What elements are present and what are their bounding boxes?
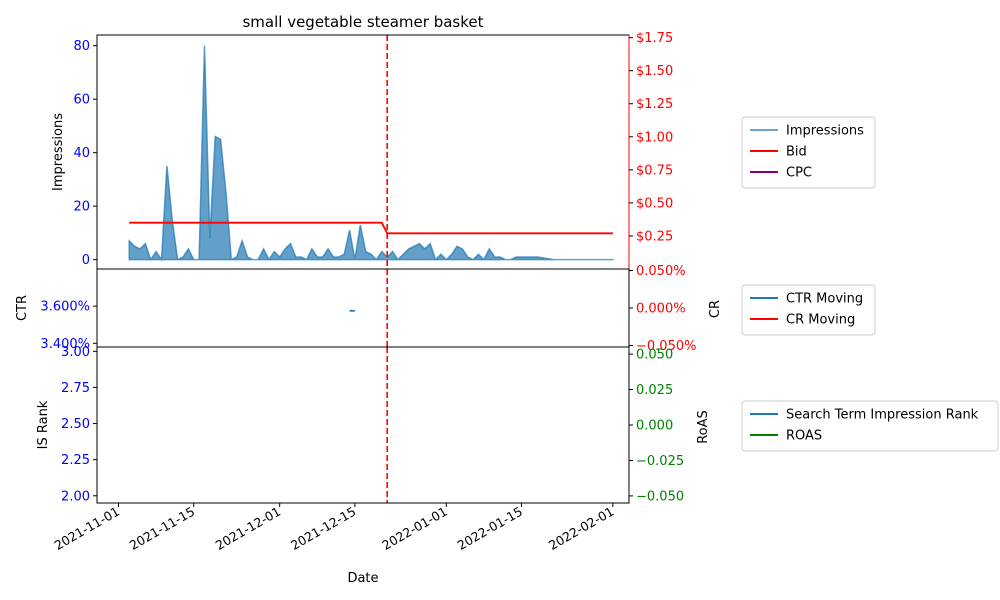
left-tick-label: 60 <box>73 93 90 108</box>
series-bid-line <box>129 221 613 235</box>
right-tick-label: 0.000% <box>636 302 686 317</box>
left-tick-label: 2.00 <box>61 489 90 504</box>
legend-label: CPC <box>786 166 812 181</box>
left-tick-label: 3.600% <box>40 300 90 315</box>
left-tick-label: 2.50 <box>61 417 90 432</box>
left-tick-label: 2.75 <box>61 381 90 396</box>
series-impressions-area <box>128 45 615 262</box>
x-tick-label: 2022-02-01 <box>546 504 616 553</box>
right-tick-label: $0.75 <box>636 163 673 178</box>
right-tick-label: 0.050% <box>636 264 686 279</box>
left-tick-label: 3.00 <box>61 345 90 360</box>
right-tick-label: $1.50 <box>636 64 673 79</box>
left-tick-label: 80 <box>73 39 90 54</box>
legend-box <box>741 400 999 452</box>
legend-box <box>741 116 876 189</box>
x-tick-label: 2021-12-15 <box>288 504 358 553</box>
right-tick-label: 0.050 <box>636 348 673 363</box>
right-tick-label: −0.025 <box>636 454 684 469</box>
legends: Impressions Bid CPC CTR Moving CR Moving Sear… <box>741 116 999 452</box>
right-axis-label: CR <box>708 300 723 318</box>
legend-label: Impressions <box>786 124 864 139</box>
x-axis-label: Date <box>347 571 378 586</box>
left-tick-label: 2.25 <box>61 453 90 468</box>
legend-label: CR Moving <box>786 313 855 328</box>
left-axis-label: Impressions <box>51 113 66 191</box>
left-tick-label: 40 <box>73 146 90 161</box>
panel-ctr-cr: 3.600% 3.400% 0.050% 0.000% −0.050% CTR CR <box>15 264 723 354</box>
legend-label: ROAS <box>786 429 822 444</box>
legend-label: CTR Moving <box>786 292 863 307</box>
right-tick-label: −0.050% <box>636 339 696 354</box>
x-tick-label: 2022-01-01 <box>379 504 449 553</box>
chart-title: small vegetable steamer basket <box>242 13 483 31</box>
legend-label: Bid <box>786 145 807 160</box>
right-tick-label: $0.50 <box>636 196 673 211</box>
left-tick-label: 3.400% <box>40 337 90 352</box>
x-tick-label: 2022-01-15 <box>455 504 525 553</box>
right-tick-label: $0.25 <box>636 229 673 244</box>
left-tick-label: 0 <box>82 253 90 268</box>
left-axis-label: IS Rank <box>36 400 51 449</box>
left-tick-label: 20 <box>73 200 90 215</box>
right-tick-label: $1.75 <box>636 31 673 46</box>
right-tick-label: −0.050 <box>636 489 684 504</box>
panel-impressions-bid: 0 20 40 60 80 $0.25 $1.75 $1.50 $1.25 $1.00 $0.75 $… <box>51 31 673 270</box>
x-tick-label: 2021-12-01 <box>213 504 283 553</box>
x-tick-label: 2021-11-01 <box>52 504 122 553</box>
legend-label: Search Term Impression Rank <box>786 408 979 423</box>
right-axis-label: RoAS <box>696 410 711 444</box>
panel-rank-roas: 3.00 2.75 2.50 2.25 2.00 0.050 0.025 0.000 −0.02… <box>36 345 711 505</box>
plot-frame <box>96 268 630 348</box>
right-tick-label: $1.00 <box>636 130 673 145</box>
x-axis: 2021-11-01 2021-11-15 2021-12-01 2021-12-15… <box>52 503 616 553</box>
right-tick-label: 0.000 <box>636 419 673 434</box>
left-axis-label: CTR <box>15 295 30 321</box>
right-tick-label: $1.25 <box>636 97 673 112</box>
x-tick-label: 2021-11-15 <box>127 504 197 553</box>
plot-frame <box>96 346 630 504</box>
right-tick-label: 0.025 <box>636 383 673 398</box>
